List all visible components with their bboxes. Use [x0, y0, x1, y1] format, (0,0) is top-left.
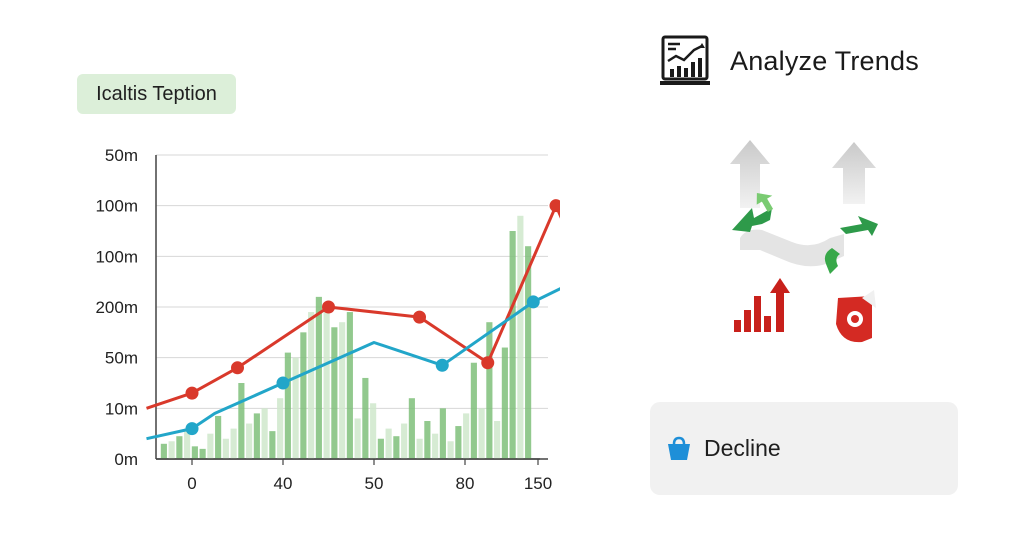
bar — [230, 428, 237, 459]
y-tick-label: 100m — [95, 197, 138, 216]
bar — [408, 398, 415, 459]
bar — [517, 215, 524, 459]
bar — [494, 421, 501, 459]
series-point — [231, 361, 244, 375]
bar — [416, 438, 423, 459]
bar — [176, 436, 183, 459]
bar — [222, 438, 229, 459]
bar — [323, 307, 330, 459]
grey-up-arrow-right — [832, 142, 876, 204]
bar — [432, 433, 439, 459]
green-curl — [824, 248, 840, 274]
series-point — [322, 300, 335, 314]
bar — [184, 428, 191, 459]
basket-icon — [668, 436, 690, 460]
bar — [370, 403, 377, 459]
grey-up-arrow-left — [730, 140, 770, 208]
bar-series — [160, 215, 532, 459]
green-arrow-right — [840, 216, 878, 236]
bar — [401, 423, 408, 459]
series-point — [481, 356, 495, 370]
bar — [253, 413, 260, 459]
bar — [300, 332, 307, 459]
bar — [354, 418, 361, 459]
y-tick-label: 100m — [95, 247, 138, 266]
bar — [238, 383, 245, 459]
bar — [362, 377, 369, 459]
bar — [455, 426, 462, 459]
bar — [447, 441, 454, 459]
x-tick-label: 40 — [274, 474, 293, 493]
x-tick-label: 50 — [365, 474, 384, 493]
bar — [463, 413, 470, 459]
line-series — [146, 199, 560, 441]
bar — [207, 433, 214, 459]
bar — [385, 428, 392, 459]
y-tick-label: 200m — [95, 298, 138, 317]
y-axis-labels: 50m 100m 100m 200m 50m 10m 0m — [95, 146, 138, 469]
bar — [331, 327, 338, 459]
chart-badge-label: Icaltis Teption — [96, 82, 217, 105]
series-line-0 — [146, 204, 560, 410]
y-tick-label: 50m — [105, 146, 138, 165]
bar — [308, 312, 315, 459]
bar — [470, 362, 477, 459]
green-arrow-left — [732, 208, 772, 232]
bar — [315, 296, 322, 459]
bar — [424, 421, 431, 459]
chart-report-icon — [660, 35, 710, 85]
trend-chart: 50m 100m 100m 200m 50m 10m 0m 0 40 50 80 150 — [95, 146, 560, 493]
red-down-arrow — [836, 290, 876, 343]
series-point — [549, 199, 560, 213]
y-tick-label: 50m — [105, 349, 138, 368]
y-tick-label: 10m — [105, 399, 138, 418]
bar — [215, 415, 222, 459]
bar — [246, 423, 253, 459]
bar — [509, 231, 516, 459]
y-tick-label: 0m — [114, 450, 138, 469]
bar — [346, 312, 353, 459]
bar — [269, 431, 276, 459]
series-point — [185, 422, 199, 436]
series-point — [185, 386, 199, 400]
analyze-trends-title: Analyze Trends — [730, 45, 919, 76]
trend-arrows-icon — [730, 140, 878, 343]
bar — [439, 408, 446, 459]
decline-card[interactable]: Decline — [650, 402, 958, 495]
red-bar-chart — [734, 278, 790, 332]
bar — [478, 408, 485, 459]
x-tick-label: 80 — [456, 474, 475, 493]
series-point — [276, 376, 290, 390]
green-arrow-small — [756, 192, 774, 213]
series-point — [526, 295, 540, 309]
bar — [525, 246, 532, 459]
chart-badge: Icaltis Teption — [77, 74, 236, 114]
analyze-trends-header: Analyze Trends — [658, 34, 919, 88]
x-tick-label: 0 — [187, 474, 196, 493]
x-tick-label: 150 — [524, 474, 552, 493]
x-axis: 0 40 50 80 150 — [156, 458, 552, 493]
bar — [261, 408, 268, 459]
decline-label: Decline — [704, 435, 781, 461]
bar — [277, 398, 284, 459]
bar — [486, 322, 493, 459]
bar — [168, 441, 175, 459]
bar — [284, 352, 291, 459]
bar — [501, 347, 508, 459]
series-point — [435, 358, 449, 372]
series-point — [413, 310, 426, 324]
bar — [160, 443, 167, 459]
bar — [393, 436, 400, 459]
bar — [292, 357, 299, 459]
bar — [199, 448, 206, 459]
bar — [191, 446, 198, 459]
bar — [339, 322, 346, 459]
bar — [377, 438, 384, 459]
